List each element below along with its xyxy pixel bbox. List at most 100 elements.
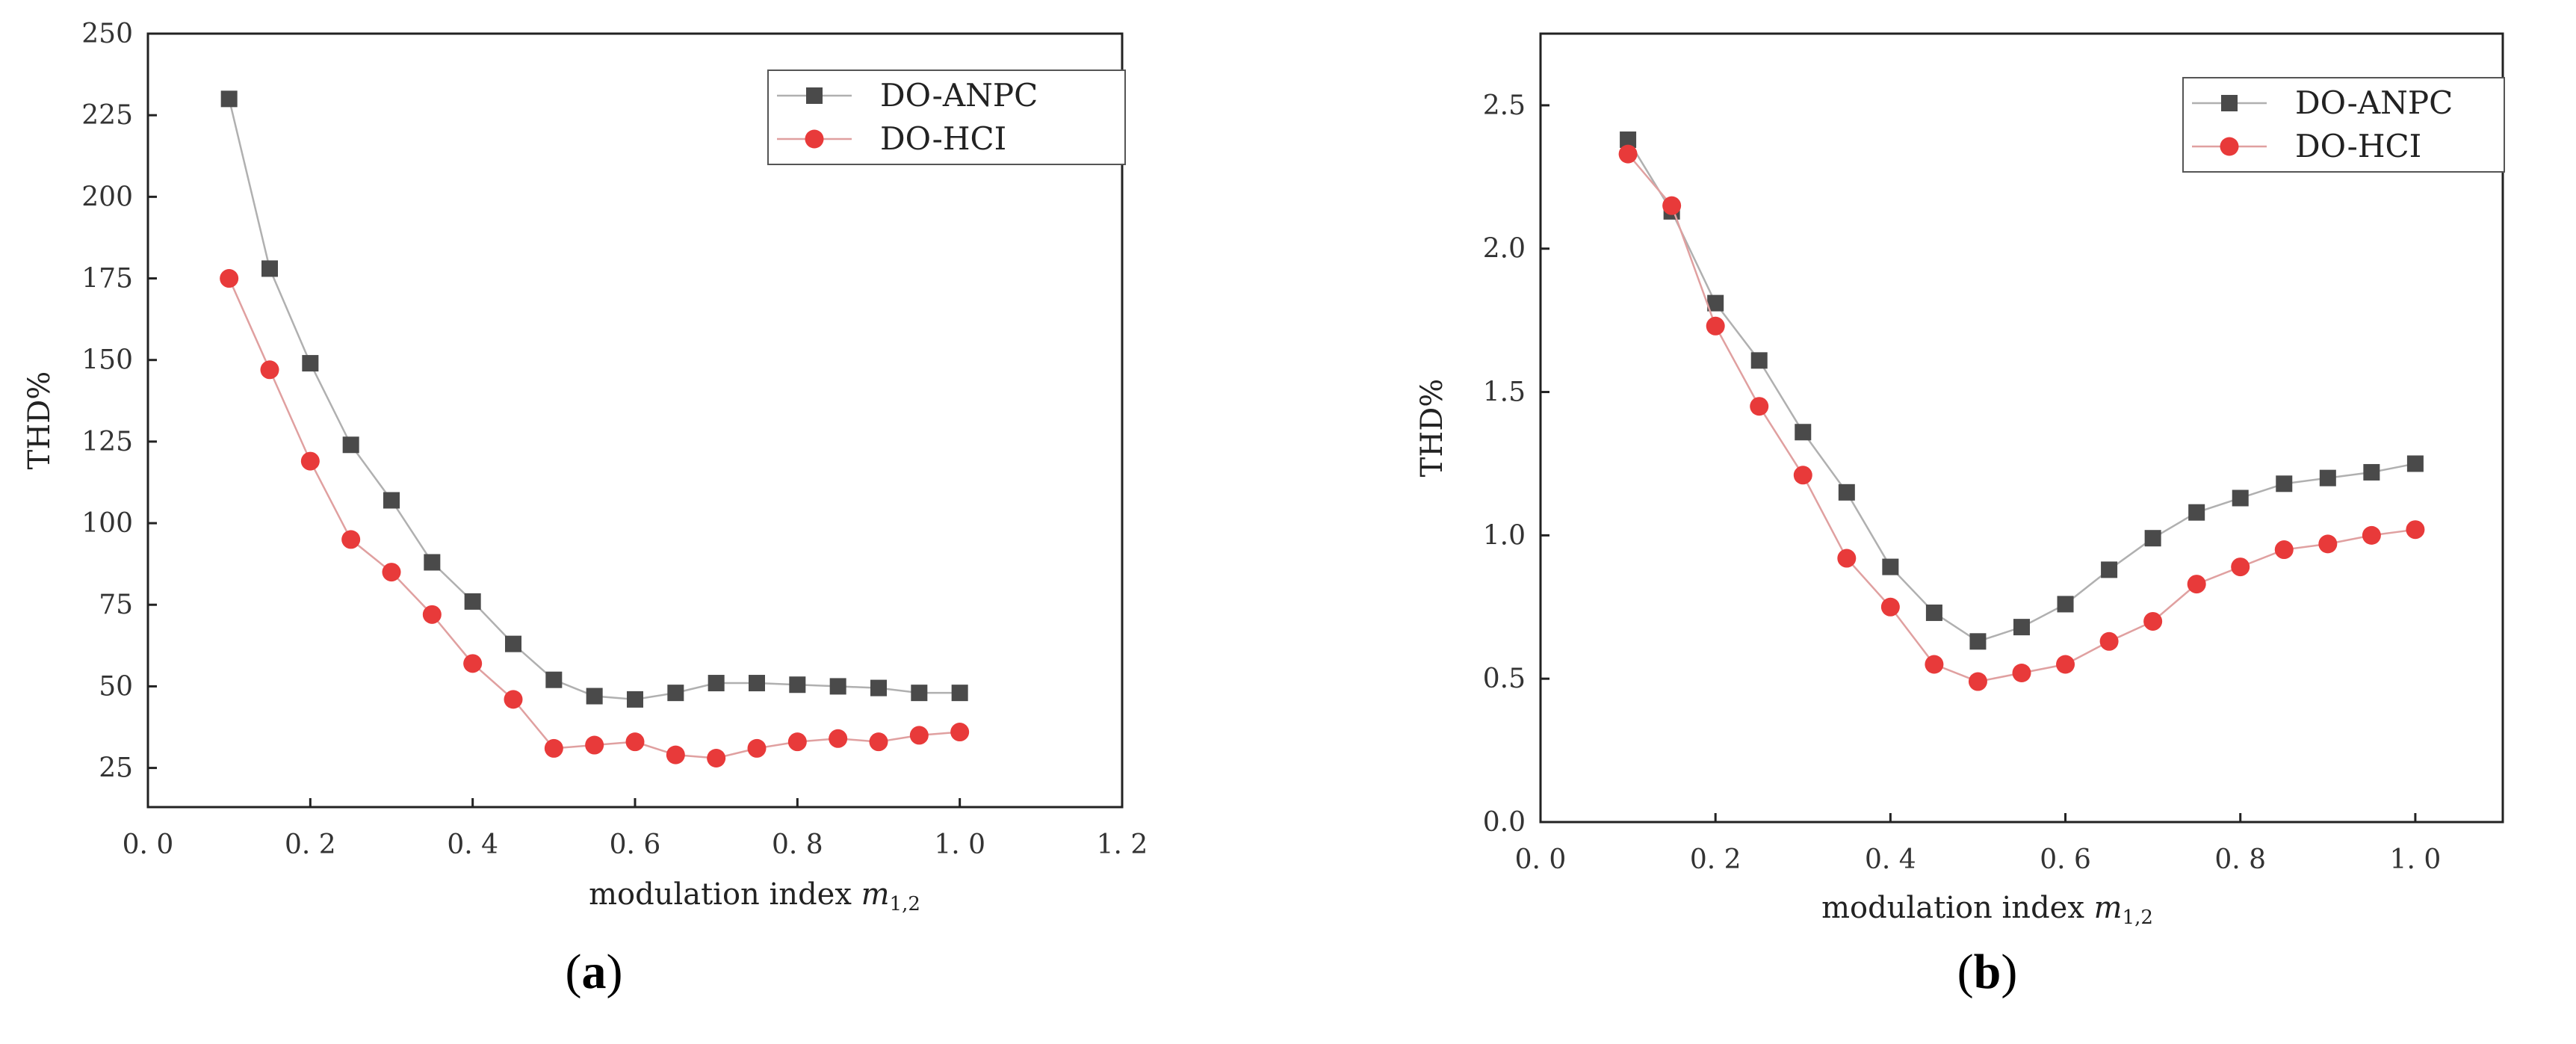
data-point-do-hci <box>1880 597 1900 617</box>
legend-label: DO-HCI <box>2295 128 2421 164</box>
data-point-do-hci <box>260 360 279 380</box>
data-point-do-hci <box>422 605 442 624</box>
data-point-do-anpc <box>2057 596 2074 613</box>
panel-caption-b: (b) <box>1957 945 2018 999</box>
x-axis-label: modulation index m1,2 <box>1821 891 2153 929</box>
data-point-do-hci <box>2143 611 2163 631</box>
data-point-do-anpc <box>424 554 441 571</box>
data-point-do-hci <box>869 732 888 752</box>
data-point-do-hci <box>625 732 645 752</box>
y-tick-label: 2.0 <box>1483 234 1526 265</box>
plot-frame-b <box>1539 32 2504 824</box>
y-tick-label: 200 <box>81 182 133 212</box>
x-axis-label-subscript: 1,2 <box>2123 906 2153 929</box>
data-point-do-anpc <box>1838 484 1855 501</box>
data-point-do-anpc <box>2188 504 2205 521</box>
data-point-do-anpc <box>302 355 319 372</box>
series-line-do-hci <box>1627 153 2416 683</box>
data-point-do-anpc <box>2319 469 2336 487</box>
data-point-do-anpc <box>1795 424 1812 441</box>
data-point-do-anpc <box>829 678 846 695</box>
y-axis-label: THD% <box>22 371 57 470</box>
series-line-do-anpc <box>1627 139 2416 643</box>
data-point-do-anpc <box>1707 294 1724 312</box>
data-point-do-anpc <box>261 260 278 277</box>
data-point-do-anpc <box>2276 475 2293 492</box>
data-point-do-hci <box>787 732 807 752</box>
data-point-do-hci <box>1662 196 1682 215</box>
legend-marker-square <box>806 87 823 104</box>
y-tick-label: 0.0 <box>1483 807 1526 838</box>
data-point-do-hci <box>300 451 320 471</box>
panel-caption-letter: a <box>582 945 607 999</box>
y-tick-label: 2.5 <box>1483 90 1526 121</box>
x-tick-label: 0. 4 <box>1865 844 1916 875</box>
series-line-do-anpc <box>228 99 960 701</box>
data-point-do-hci <box>2056 655 2075 674</box>
data-point-do-anpc <box>870 679 887 696</box>
data-point-do-hci <box>2274 540 2294 560</box>
data-point-do-anpc <box>2363 463 2380 481</box>
data-point-do-hci <box>585 735 604 755</box>
y-tick-label: 25 <box>99 753 133 784</box>
chart-panel-b: 0. 0 0. 2 0. 4 0. 6 0. 8 1. 0 0.0 0.5 1.0 1.5 2.0 2… <box>1415 32 2505 999</box>
x-tick-label: 1. 2 <box>1097 830 1148 860</box>
x-axis-label-variable: m <box>861 877 890 912</box>
panel-caption-a: (a) <box>566 945 623 999</box>
y-tick-label: 75 <box>99 590 133 620</box>
legend-b: DO-ANPC DO-HCI <box>2182 77 2505 173</box>
data-point-do-hci <box>666 745 685 765</box>
legend-a: DO-ANPC DO-HCI <box>767 70 1126 165</box>
data-point-do-hci <box>463 654 483 673</box>
data-point-do-hci <box>1793 466 1812 485</box>
data-point-do-anpc <box>2406 455 2424 472</box>
x-tick-label: 0. 8 <box>2214 844 2266 875</box>
chart-panel-a: 0. 0 0. 2 0. 4 0. 6 0. 8 1. 0 1. 2 25 50 75 100 125… <box>22 19 1148 999</box>
data-point-do-hci <box>341 530 361 549</box>
x-tick-label: 0. 2 <box>285 830 336 860</box>
legend-box <box>767 70 1126 165</box>
data-point-do-hci <box>1968 672 1987 691</box>
legend-label: DO-ANPC <box>880 77 1038 114</box>
data-point-do-anpc <box>708 675 725 692</box>
data-point-do-anpc <box>749 675 765 692</box>
y-tick-label: 1.0 <box>1483 520 1526 551</box>
data-point-do-hci <box>1706 316 1725 336</box>
data-point-do-anpc <box>342 436 359 454</box>
data-point-do-anpc <box>2101 561 2118 578</box>
data-point-do-hci <box>2318 534 2338 554</box>
data-point-do-hci <box>2012 664 2031 683</box>
data-point-do-anpc <box>1969 633 1987 650</box>
legend-label: DO-HCI <box>880 120 1006 157</box>
x-axis-label-text: modulation index <box>589 877 861 912</box>
data-point-do-anpc <box>789 676 806 694</box>
data-point-do-anpc <box>464 593 481 610</box>
panel-caption-letter: b <box>1974 945 2001 999</box>
data-point-do-hci <box>950 723 970 742</box>
y-tick-label: 1.5 <box>1483 377 1526 408</box>
data-point-do-anpc <box>667 685 684 702</box>
legend-box <box>2182 77 2505 173</box>
x-tick-label: 0. 6 <box>610 830 661 860</box>
data-point-do-anpc <box>586 688 603 705</box>
y-tick-label: 225 <box>81 100 133 131</box>
y-tick-label: 50 <box>99 671 133 702</box>
data-point-do-hci <box>220 269 239 288</box>
y-tick-label: 100 <box>81 508 133 539</box>
x-tick-label: 0. 8 <box>772 830 823 860</box>
data-point-do-anpc <box>545 671 563 688</box>
data-point-do-hci <box>504 690 523 709</box>
y-tick-label: 175 <box>81 264 133 294</box>
x-axis-label-text: modulation index <box>1821 891 2094 925</box>
data-point-do-anpc <box>1882 558 1899 575</box>
y-axis-label: THD% <box>1415 379 1449 478</box>
data-point-do-anpc <box>2144 530 2161 547</box>
data-point-do-hci <box>707 748 726 767</box>
data-point-do-hci <box>2231 557 2250 577</box>
y-tick-label: 150 <box>81 345 133 376</box>
data-point-do-hci <box>1750 397 1769 416</box>
data-point-do-anpc <box>220 90 238 108</box>
x-tick-label: 0. 6 <box>2040 844 2091 875</box>
data-point-do-anpc <box>383 492 400 509</box>
data-point-do-hci <box>2406 520 2425 540</box>
